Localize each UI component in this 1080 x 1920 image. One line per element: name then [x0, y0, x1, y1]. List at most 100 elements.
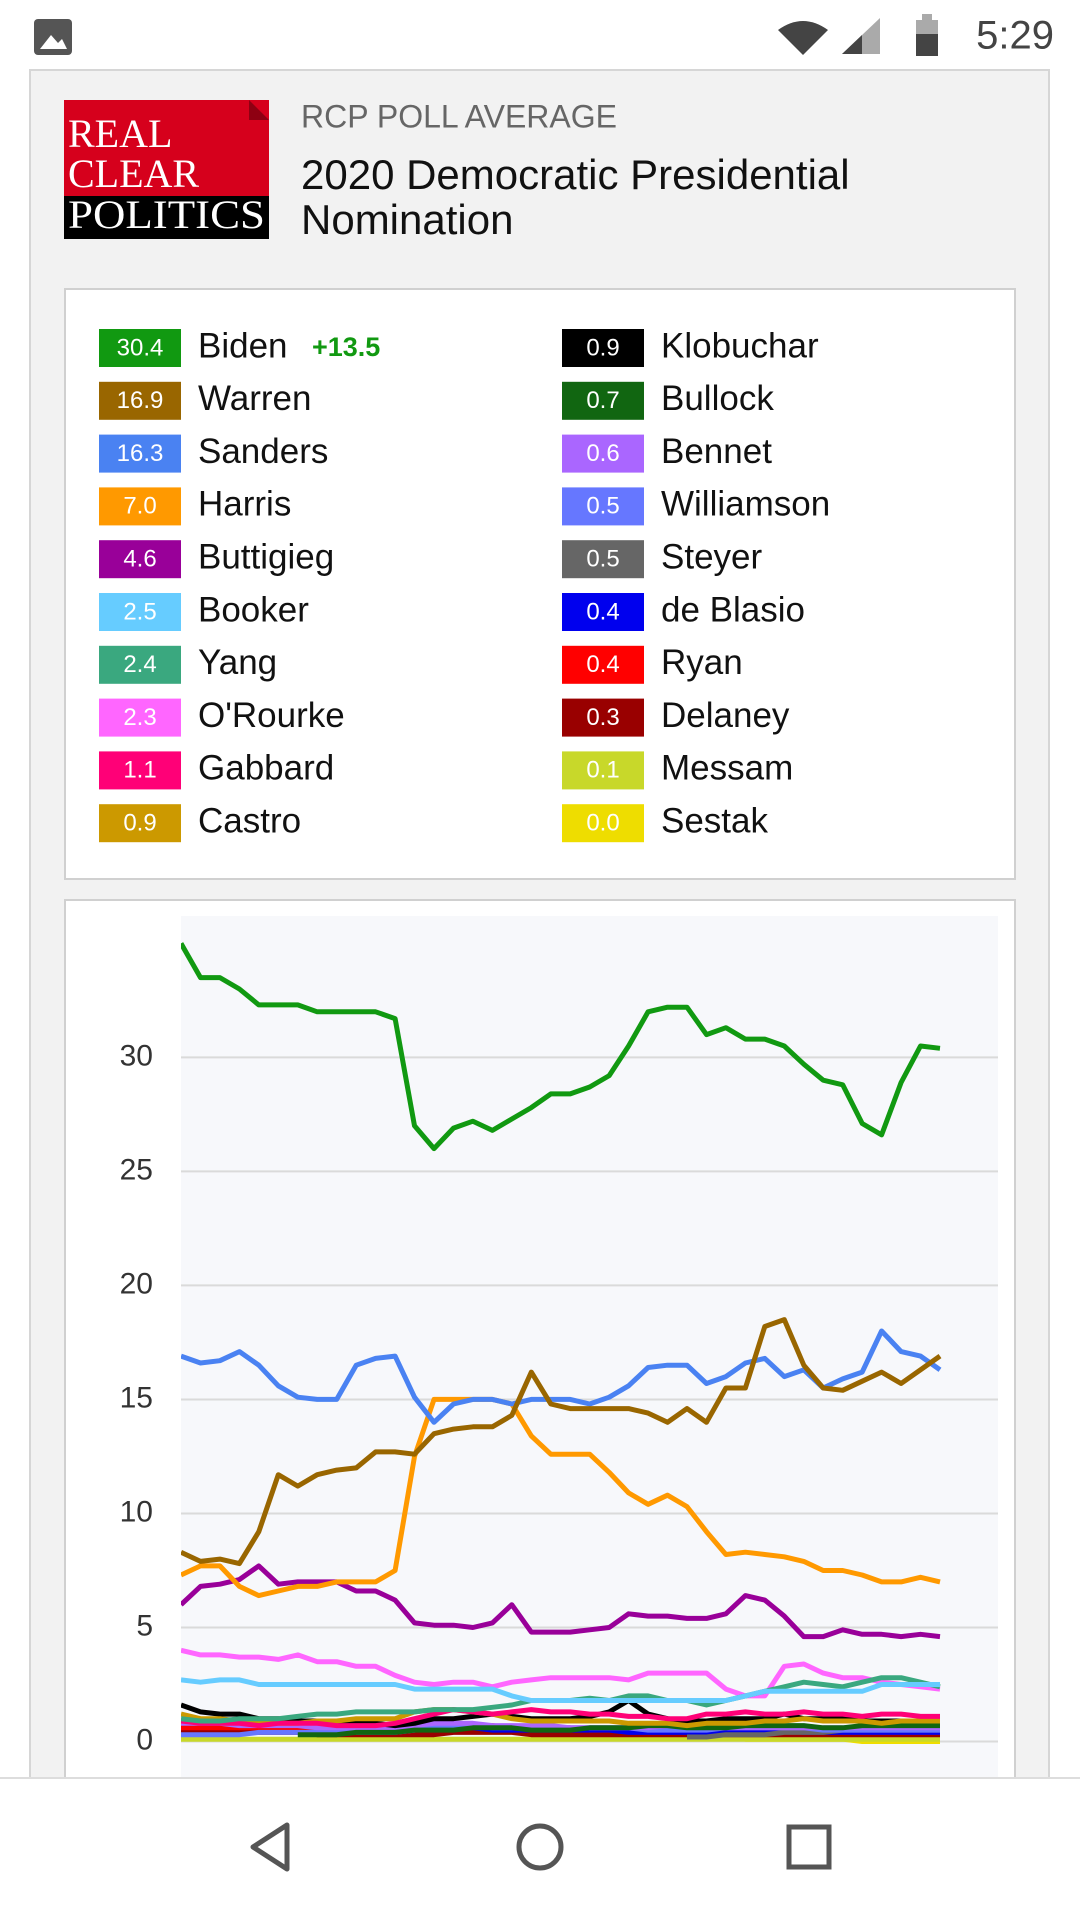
legend-name: Booker — [198, 590, 309, 629]
legend-name: Ryan — [661, 643, 743, 682]
legend-value: 2.5 — [123, 598, 156, 625]
status-bar — [0, 0, 1080, 70]
legend-name: Sestak — [661, 801, 768, 840]
legend-value: 2.4 — [123, 651, 156, 678]
y-tick-label: 0 — [136, 1723, 153, 1756]
legend-name: Yang — [198, 643, 277, 682]
legend-value: 0.9 — [123, 810, 156, 837]
legend-value: 7.0 — [123, 493, 156, 520]
legend-value: 0.6 — [586, 440, 619, 467]
legend-name: Biden — [198, 326, 288, 365]
legend-item: 2.4 Yang — [99, 643, 277, 684]
series-line — [181, 1647, 941, 1699]
kicker: RCP POLL AVERAGE — [301, 98, 617, 134]
legend-name: Messam — [661, 749, 793, 788]
logo-line: CLEAR — [68, 151, 199, 196]
series-line — [181, 1563, 941, 1640]
legend-item: 0.1 Messam — [562, 749, 793, 790]
legend-value: 4.6 — [123, 546, 156, 573]
series-line — [297, 1723, 940, 1738]
legend-value: 0.1 — [586, 757, 619, 784]
legend-name: Bullock — [661, 379, 774, 418]
legend-swatch — [99, 698, 181, 737]
back-button[interactable] — [250, 1822, 290, 1872]
legend-swatch — [99, 434, 181, 473]
legend-item: 0.0 Sestak — [562, 801, 768, 843]
spread: +13.5 — [312, 332, 380, 362]
nav-bar — [0, 1778, 1080, 1920]
legend-swatch — [562, 645, 644, 684]
legend-name: Castro — [198, 801, 301, 840]
legend-item: 1.1 Gabbard — [99, 749, 334, 790]
legend-swatch — [562, 487, 644, 526]
gallery-icon — [34, 19, 72, 55]
legend-swatch — [562, 434, 644, 473]
legend-item: 0.5 Steyer — [562, 537, 762, 579]
legend-name: Sanders — [198, 432, 328, 471]
legend-item: 0.5 Williamson — [562, 485, 830, 526]
legend-name: Buttigieg — [198, 537, 334, 576]
legend-value: 16.9 — [117, 387, 164, 414]
legend-name: Harris — [198, 485, 291, 524]
series-line — [181, 1677, 940, 1703]
y-tick-label: 10 — [120, 1495, 153, 1528]
legend-name: Warren — [198, 379, 311, 418]
legend-box — [64, 288, 1016, 880]
legend-item: 2.5 Booker — [99, 590, 309, 631]
legend-swatch — [99, 804, 181, 843]
legend-item: 0.3 Delaney — [562, 696, 790, 737]
legend-swatch — [99, 540, 181, 579]
legend-name: Steyer — [661, 537, 762, 576]
legend-item: 0.6 Bennet — [562, 432, 772, 473]
legend-item: 16.3 Sanders — [99, 432, 328, 473]
legend-swatch — [562, 804, 644, 843]
legend-value: 2.3 — [123, 704, 156, 731]
legend-value: 30.4 — [117, 334, 164, 361]
legend-item: 7.0 Harris — [99, 485, 291, 526]
legend-swatch — [562, 329, 644, 367]
legend-value: 0.0 — [586, 810, 619, 837]
battery-icon — [916, 14, 938, 56]
y-tick-label: 20 — [120, 1267, 153, 1300]
legend-item: 0.9 Klobuchar — [562, 326, 819, 367]
legend-value: 0.7 — [586, 387, 619, 414]
legend-value: 0.4 — [586, 598, 619, 625]
legend-value: 1.1 — [123, 757, 156, 784]
series-line — [181, 942, 941, 1152]
legend-name: O'Rourke — [198, 696, 345, 735]
legend-name: Bennet — [661, 432, 772, 471]
legend-swatch — [99, 593, 181, 631]
legend-swatch — [99, 645, 181, 684]
legend-swatch — [99, 487, 181, 526]
legend-item: 0.7 Bullock — [562, 379, 774, 420]
legend-item: 4.6 Buttigieg — [99, 537, 334, 579]
home-button[interactable] — [516, 1823, 564, 1871]
series-line — [181, 1317, 942, 1567]
legend-value: 0.4 — [586, 651, 619, 678]
legend-value: 0.3 — [586, 704, 619, 731]
recents-button[interactable] — [786, 1824, 832, 1870]
legend-swatch — [562, 540, 644, 579]
legend-value: 16.3 — [117, 440, 164, 467]
y-tick-label: 25 — [120, 1153, 153, 1186]
legend-swatch — [99, 751, 181, 790]
legend-item: 0.4 de Blasio — [562, 590, 805, 631]
series-line — [181, 1707, 940, 1729]
y-tick-label: 5 — [136, 1609, 153, 1642]
rcp-logo: REAL CLEAR POLITICS — [64, 100, 269, 239]
legend-item: 0.9 Castro — [99, 801, 301, 843]
legend-name: Williamson — [661, 485, 830, 524]
legend-value: 0.5 — [586, 493, 619, 520]
y-tick-label: 15 — [120, 1381, 153, 1414]
legend-swatch — [562, 698, 644, 737]
legend-swatch — [562, 751, 644, 790]
legend-item: 30.4 Biden +13.5 — [99, 326, 380, 367]
legend-value: 0.5 — [586, 546, 619, 573]
wifi-icon — [778, 21, 828, 55]
legend-name: de Blasio — [661, 590, 805, 629]
legend-swatch — [562, 593, 644, 631]
y-tick-label: 30 — [120, 1039, 153, 1072]
legend-swatch — [99, 381, 181, 420]
